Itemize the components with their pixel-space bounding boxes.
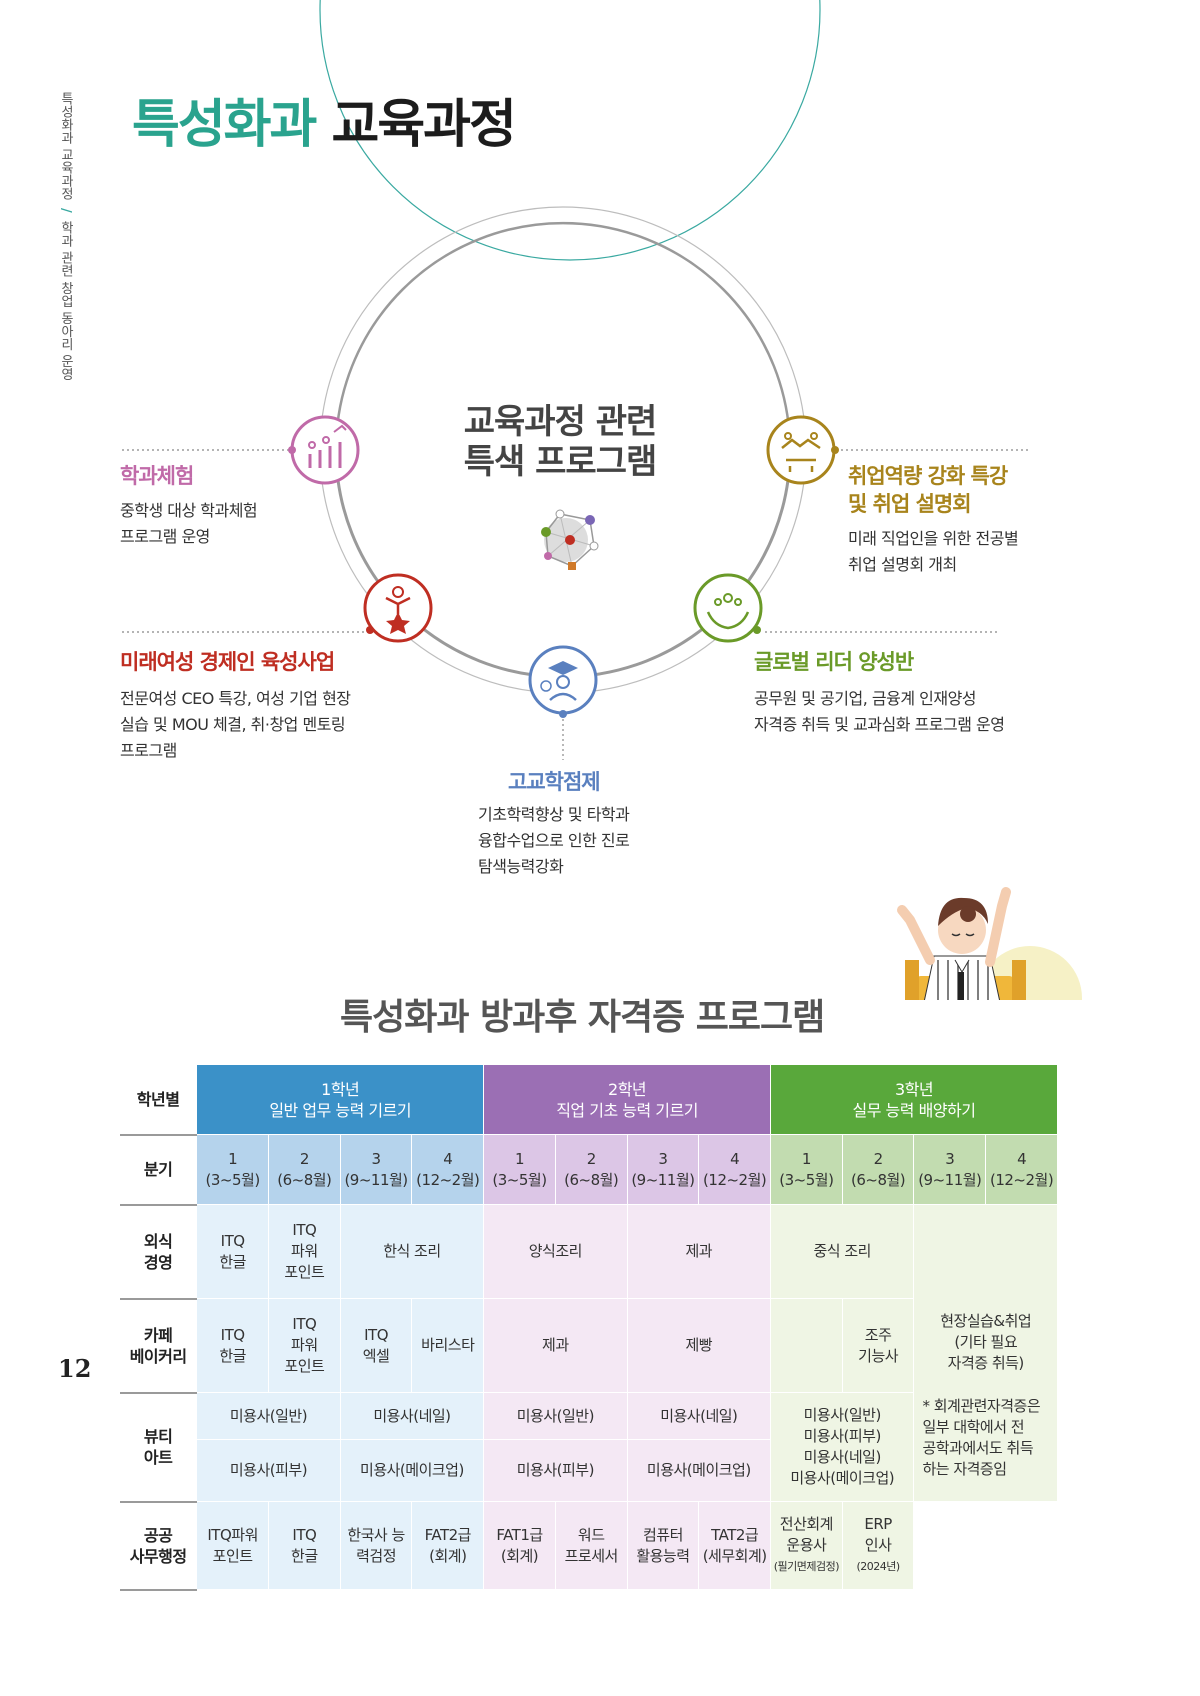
side-label-part1: 특성화과 교육과정 <box>58 92 73 201</box>
dept-experience-title: 학과체험 <box>120 463 194 488</box>
grade3-side-cell: 현장실습&취업 (기타 필요 자격증 취득) * 회계관련자격증은 일부 대학에… <box>913 1204 1058 1502</box>
people-growth-icon <box>288 415 360 485</box>
quarter-cell: 4 (12~2월) <box>985 1134 1058 1205</box>
credit-system-desc: 기초학력향상 및 타학과 융합수업으로 인한 진로 탐색능력강화 <box>478 805 630 876</box>
quarter-cell: 4 (12~2월) <box>411 1134 485 1205</box>
handshake-icon <box>766 415 839 485</box>
table-cell: ITQ 엑셀 <box>339 1298 413 1393</box>
quarter-cell: 2 (6~8월) <box>554 1134 628 1205</box>
table-cell: 컴퓨터 활용능력 <box>626 1501 700 1590</box>
certificate-program-table: 학년별 1학년 일반 업무 능력 기르기 2학년 직업 기초 능력 기르기 3학… <box>120 1064 1058 1591</box>
page-title-main: 교육과정 <box>331 94 516 155</box>
table-cell: ITQ 파워 포인트 <box>267 1204 341 1299</box>
table-cell: FAT2급 (회계) <box>411 1501 485 1590</box>
quarter-cell: 1 (3~5월) <box>196 1134 269 1205</box>
upper-arc <box>334 221 792 451</box>
table-cell <box>770 1298 843 1393</box>
row-header-beauty: 뷰티 아트 <box>120 1392 197 1503</box>
table-cell: 미용사(피부) <box>196 1439 341 1502</box>
cert-accounting: 전산회계 운용사 <box>779 1515 834 1554</box>
quarter-cell: 3 (9~11월) <box>913 1134 987 1205</box>
table-cell: ERP 인사 (2024년) <box>841 1501 915 1590</box>
job-lecture-title: 취업역량 강화 특강 및 취업 설명회 <box>848 463 1008 516</box>
table-cell: 전산회계 운용사 (필기면제검정) <box>770 1501 843 1590</box>
graduate-icon <box>528 645 598 718</box>
cert-accounting-note: (필기면제검정) <box>773 1560 840 1573</box>
quarter-cell: 2 (6~8월) <box>841 1134 915 1205</box>
global-leader-desc: 공무원 및 공기업, 금융계 인재양성 자격증 취득 및 교과심화 프로그램 운… <box>754 689 1005 734</box>
grade3-header: 3학년 실무 능력 배양하기 <box>770 1064 1058 1135</box>
table-cell: ITQ 한글 <box>267 1501 341 1590</box>
table-cell: ITQ 한글 <box>196 1298 269 1393</box>
side-section-label: 특성화과 교육과정 / 학과 관련 창업 동아리 운영 <box>56 92 75 381</box>
diagram-center-title-text: 교육과정 관련 특색 프로그램 <box>463 402 658 482</box>
quarter-cell: 3 (9~11월) <box>626 1134 700 1205</box>
table-cell: 한국사 능 력검정 <box>339 1501 413 1590</box>
quarter-cell: 1 (3~5월) <box>770 1134 843 1205</box>
women-ceo-desc: 전문여성 CEO 특강, 여성 기업 현장 실습 및 MOU 체결, 취·창업 … <box>120 689 351 760</box>
table-cell: ITQ 한글 <box>196 1204 269 1299</box>
table-cell: ITQ 파워 포인트 <box>267 1298 341 1393</box>
global-leader-title: 글로벌 리더 양성반 <box>754 649 914 674</box>
table-cell: TAT2급 (세무회계) <box>698 1501 772 1590</box>
grade2-header: 2학년 직업 기초 능력 기르기 <box>483 1064 772 1135</box>
table-cell: 미용사(네일) <box>339 1392 485 1440</box>
diagram-center-title: 교육과정 관련 특색 프로그램 <box>430 402 690 482</box>
row-header-food: 외식 경영 <box>120 1204 197 1300</box>
table-cell: 워드 프로세서 <box>554 1501 628 1590</box>
side-label-slash: / <box>58 208 73 214</box>
table-cell: 미용사(네일) <box>626 1392 772 1440</box>
quarter-cell: 4 (12~2월) <box>698 1134 772 1205</box>
table-cell: 미용사(메이크업) <box>339 1439 485 1502</box>
quarter-cell: 2 (6~8월) <box>267 1134 341 1205</box>
women-ceo-title: 미래여성 경제인 육성사업 <box>120 649 335 674</box>
hands-people-icon <box>693 573 763 643</box>
student-illustration <box>897 887 1082 1000</box>
row-header-quarter: 분기 <box>120 1134 197 1206</box>
table-cell: 제과 <box>626 1204 772 1299</box>
grade3-note: * 회계관련자격증은 일부 대학에서 전 공학과에서도 취득 하는 자격증임 <box>922 1397 1041 1478</box>
table-cell: 한식 조리 <box>339 1204 485 1299</box>
table-cell: 미용사(일반) <box>483 1392 628 1440</box>
credit-system-title: 고교학점제 <box>508 769 601 794</box>
dept-experience-desc: 중학생 대상 학과체험 프로그램 운영 <box>120 501 258 546</box>
grade3-side-text: 현장실습&취업 (기타 필요 자격증 취득) <box>940 1312 1032 1372</box>
quarter-cell: 3 (9~11월) <box>339 1134 413 1205</box>
job-lecture-desc: 미래 직업인을 위한 전공별 취업 설명회 개최 <box>848 529 1019 574</box>
table-cell: 제과 <box>483 1298 628 1393</box>
cert-erp: ERP 인사 <box>864 1515 892 1554</box>
decor-circle-top <box>319 0 821 261</box>
row-header-cafe: 카페 베이커리 <box>120 1298 197 1394</box>
table-cell: 바리스타 <box>411 1298 485 1393</box>
network-icon <box>541 509 599 570</box>
table-cell: 미용사(메이크업) <box>626 1439 772 1502</box>
page-title-accent: 특성화과 <box>132 94 317 155</box>
page-number: 12 <box>58 1354 92 1383</box>
table-cell: 중식 조리 <box>770 1204 915 1299</box>
star-person-icon <box>363 573 433 643</box>
row-header-grade: 학년별 <box>120 1064 197 1136</box>
lower-arc <box>334 449 792 679</box>
row-header-public: 공공 사무행정 <box>120 1501 197 1591</box>
program-diagram <box>122 0 1082 1000</box>
table-cell: 제빵 <box>626 1298 772 1393</box>
table-cell: ITQ파워 포인트 <box>196 1501 269 1590</box>
table-cell: 미용사(피부) <box>483 1439 628 1502</box>
table-title: 특성화과 방과후 자격증 프로그램 <box>340 997 825 1038</box>
side-label-part2: 학과 관련 창업 동아리 운영 <box>58 221 73 381</box>
cert-erp-note: (2024년) <box>856 1560 900 1573</box>
quarter-cell: 1 (3~5월) <box>483 1134 556 1205</box>
table-cell: 미용사(일반) <box>196 1392 341 1440</box>
grade1-header: 1학년 일반 업무 능력 기르기 <box>196 1064 485 1135</box>
table-cell: 양식조리 <box>483 1204 628 1299</box>
table-cell: 조주 기능사 <box>841 1298 915 1393</box>
table-cell: FAT1급 (회계) <box>483 1501 556 1590</box>
table-cell: 미용사(일반) 미용사(피부) 미용사(네일) 미용사(메이크업) <box>770 1392 915 1502</box>
page-title: 특성화과 교육과정 <box>132 82 517 157</box>
